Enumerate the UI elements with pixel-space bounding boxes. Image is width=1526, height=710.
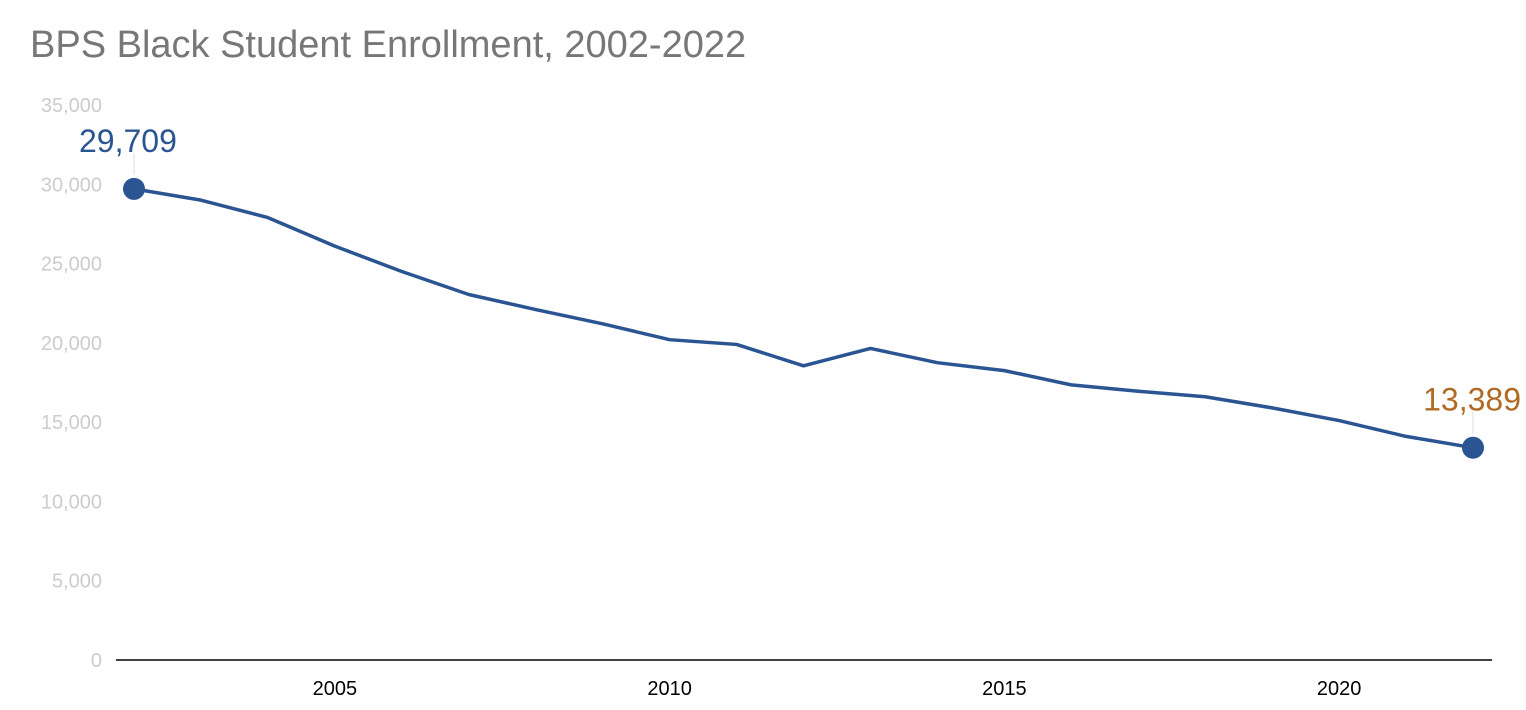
- y-tick-label: 5,000: [52, 571, 102, 593]
- y-axis-ticks: 0 5,000 10,000 15,000 20,000 25,000 30,000 35,0…: [41, 95, 102, 672]
- y-tick-label: 0: [91, 650, 102, 672]
- x-tick-label: 2015: [982, 678, 1027, 700]
- y-tick-label: 20,000: [41, 333, 102, 355]
- y-tick-label: 35,000: [41, 95, 102, 117]
- end-point-marker: [1462, 436, 1484, 459]
- x-tick-label: 2005: [313, 678, 358, 700]
- x-axis-ticks: 2005 2010 2015 2020: [313, 678, 1362, 700]
- chart-title: BPS Black Student Enrollment, 2002-2022: [30, 24, 747, 66]
- annotation-stems: [133, 152, 1474, 434]
- start-value-label: 29,709: [79, 123, 177, 159]
- start-point-marker: [123, 177, 145, 200]
- x-tick-label: 2020: [1317, 678, 1362, 700]
- end-value-label: 13,389: [1423, 382, 1521, 418]
- y-tick-label: 10,000: [41, 491, 102, 513]
- annotation-labels: 29,709 13,389: [79, 123, 1521, 418]
- series-points: [123, 177, 1484, 459]
- y-tick-label: 30,000: [41, 174, 102, 196]
- y-tick-label: 15,000: [41, 412, 102, 434]
- y-tick-label: 25,000: [41, 254, 102, 276]
- series-line: [132, 187, 1475, 450]
- x-tick-label: 2010: [647, 678, 692, 700]
